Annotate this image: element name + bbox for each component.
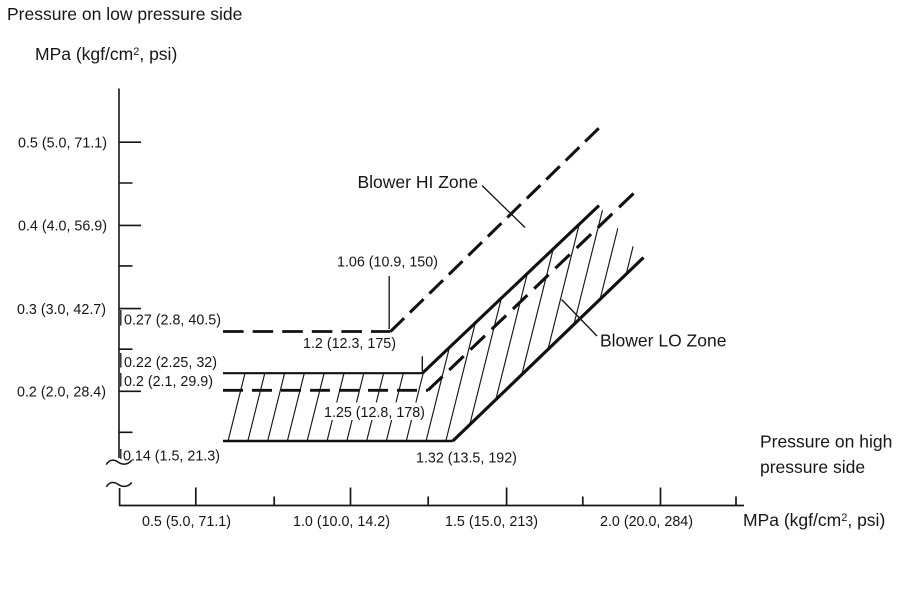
- svg-text:Blower HI Zone: Blower HI Zone: [358, 172, 479, 192]
- svg-text:2.0 (20.0, 284): 2.0 (20.0, 284): [600, 514, 693, 530]
- svg-text:MPa (kgf/cm2, psi): MPa (kgf/cm2, psi): [743, 510, 885, 530]
- svg-text:0.5 (5.0, 71.1): 0.5 (5.0, 71.1): [18, 135, 107, 151]
- svg-text:0.2 (2.0, 28.4): 0.2 (2.0, 28.4): [17, 385, 106, 401]
- svg-text:Blower LO Zone: Blower LO Zone: [600, 330, 726, 350]
- svg-text:0.2 (2.1, 29.9): 0.2 (2.1, 29.9): [124, 374, 213, 390]
- svg-text:0.22 (2.25, 32): 0.22 (2.25, 32): [124, 355, 217, 371]
- svg-text:0.5 (5.0, 71.1): 0.5 (5.0, 71.1): [142, 514, 231, 530]
- svg-text:0.27 (2.8, 40.5): 0.27 (2.8, 40.5): [124, 313, 221, 329]
- svg-text:1.0 (10.0, 14.2): 1.0 (10.0, 14.2): [293, 514, 390, 530]
- svg-text:0.14 (1.5, 21.3): 0.14 (1.5, 21.3): [123, 449, 220, 465]
- svg-text:1.32 (13.5, 192): 1.32 (13.5, 192): [416, 451, 517, 467]
- svg-text:MPa (kgf/cm2, psi): MPa (kgf/cm2, psi): [35, 44, 177, 64]
- svg-text:1.5 (15.0, 213): 1.5 (15.0, 213): [445, 514, 538, 530]
- svg-text:0.3 (3.0, 42.7): 0.3 (3.0, 42.7): [17, 302, 106, 318]
- svg-text:1.06 (10.9, 150): 1.06 (10.9, 150): [337, 255, 438, 271]
- svg-text:1.2 (12.3, 175): 1.2 (12.3, 175): [303, 336, 396, 352]
- svg-text:1.25 (12.8, 178): 1.25 (12.8, 178): [324, 405, 425, 421]
- svg-text:Pressure on low pressure side: Pressure on low pressure side: [7, 4, 242, 24]
- svg-text:0.4 (4.0, 56.9): 0.4 (4.0, 56.9): [18, 219, 107, 235]
- svg-text:pressure side: pressure side: [760, 457, 865, 477]
- svg-text:Pressure on high: Pressure on high: [760, 432, 892, 452]
